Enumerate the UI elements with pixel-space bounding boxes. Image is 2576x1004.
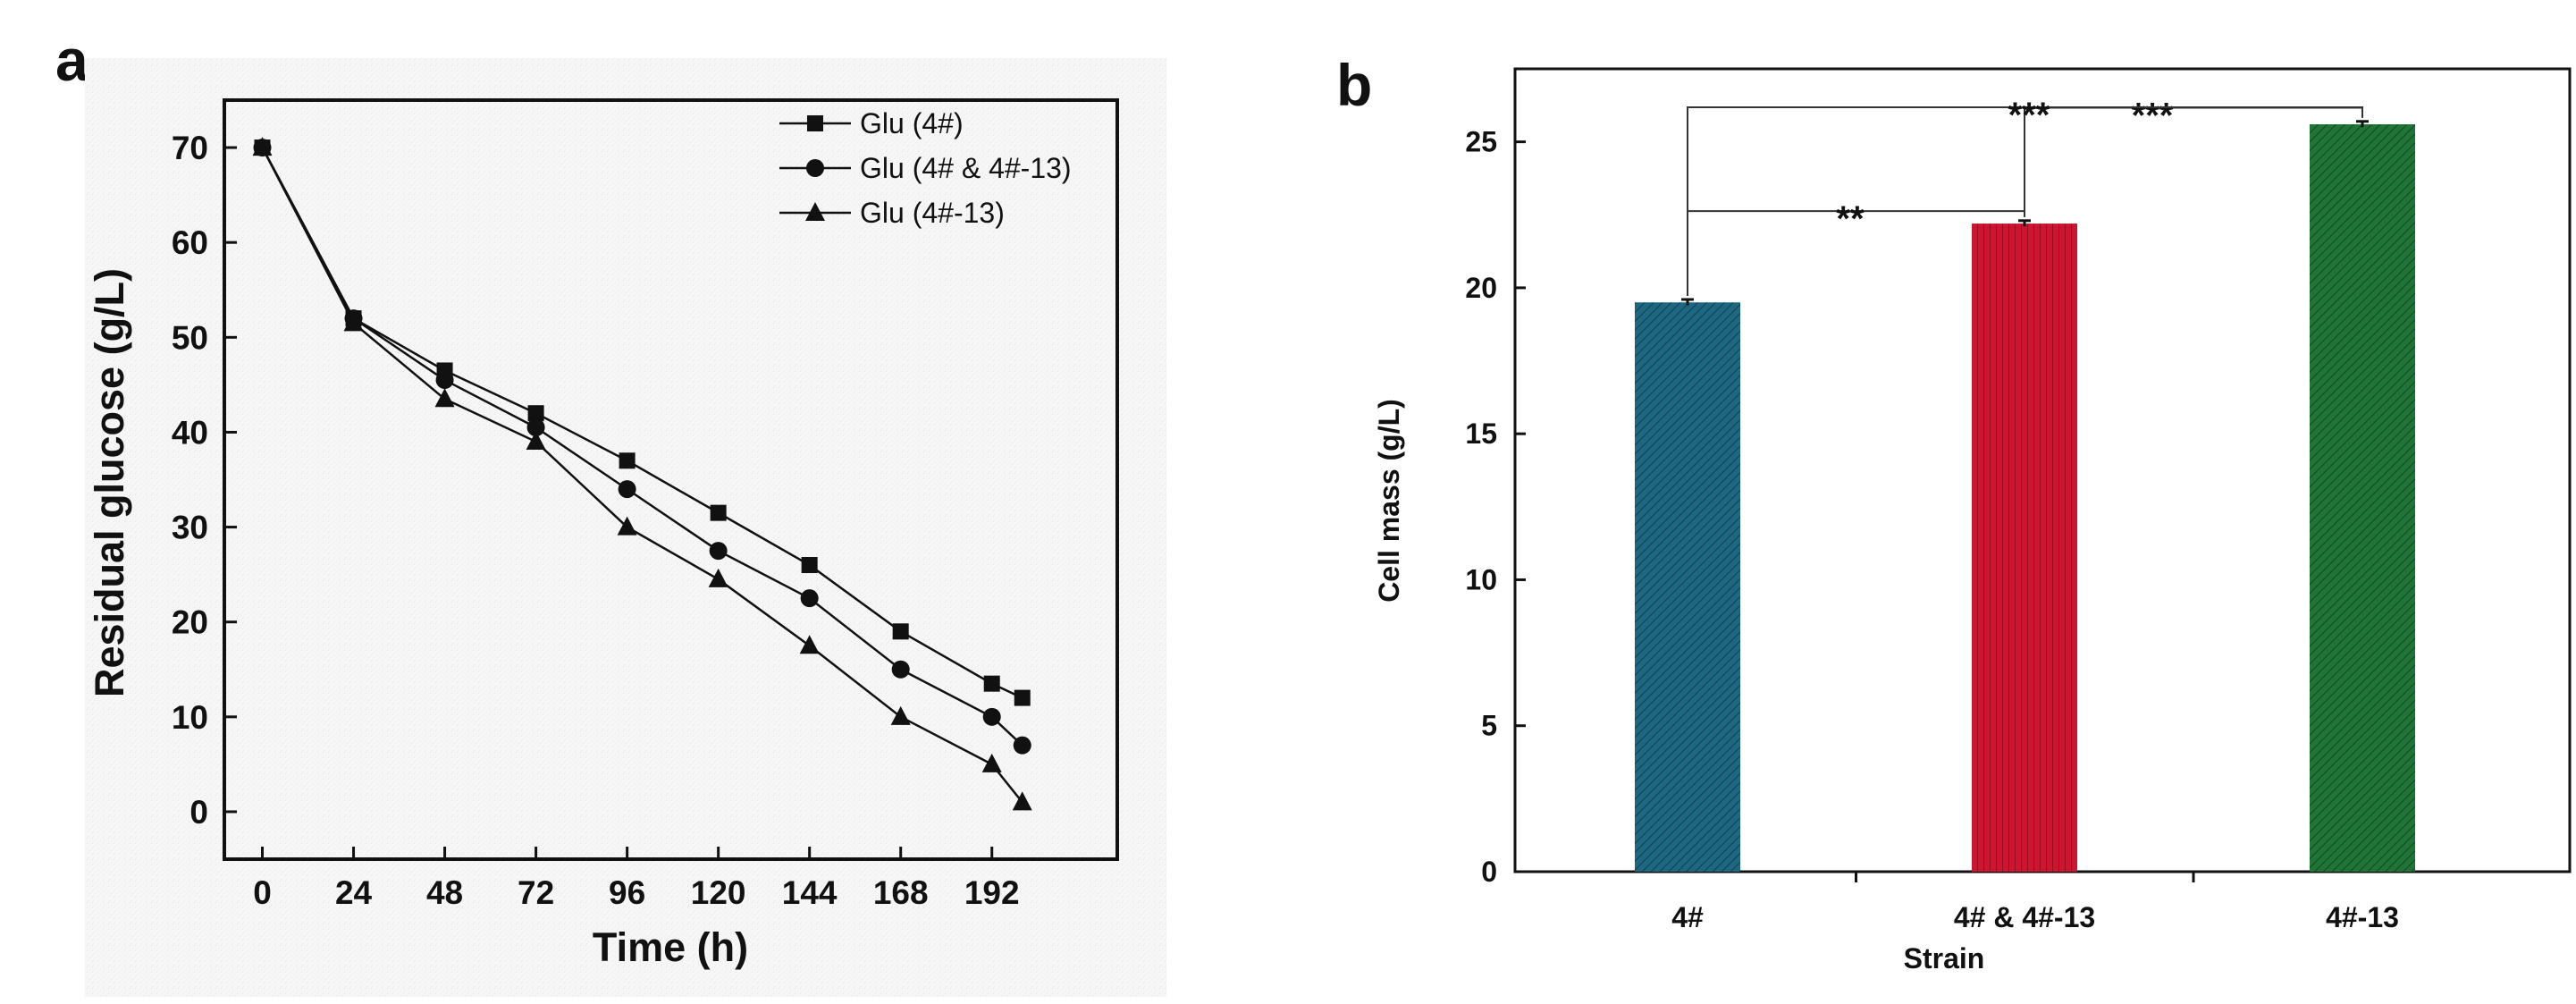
series-line (261, 147, 1023, 747)
x-tick-label: 96 (609, 874, 645, 911)
data-point (1013, 736, 1031, 755)
legend-label: Glu (4#) (860, 107, 964, 139)
bracket-line (1687, 106, 2363, 296)
data-point (1014, 689, 1031, 706)
series-glu-4-4-13 (253, 139, 1031, 755)
y-tick-label: 5 (1481, 710, 1497, 742)
x-axis-title: Strain (1904, 942, 1985, 974)
legend-label: Glu (4# & 4#-13) (860, 152, 1072, 184)
x-axis: 4# 4# & 4#-13 4#-13 (1671, 901, 2399, 933)
significance-label: ** (1836, 199, 1865, 239)
y-tick-label: 30 (172, 510, 208, 546)
y-axis: 0 10 20 30 40 50 60 70 (172, 130, 237, 831)
x-tick-label: 48 (426, 874, 463, 911)
legend-item: Glu (4# & 4#-13) (779, 152, 1072, 184)
data-point (800, 589, 819, 608)
y-tick-label: 10 (172, 699, 208, 736)
panel-label-a: a (55, 27, 89, 93)
bar-4 (1635, 302, 1740, 873)
significance-label: *** (2008, 96, 2050, 135)
x-tick-label: 120 (691, 874, 746, 911)
plot-frame (223, 98, 1119, 861)
significance-brackets: ******** (1687, 96, 2363, 296)
line-chart-residual-glucose: 0 10 20 30 40 50 60 70 0 24 48 72 96 120 144 168 192 Gl… (85, 58, 1166, 997)
x-tick-label: 4# (1671, 901, 1704, 933)
data-point (799, 635, 820, 654)
legend-item: Glu (4#) (779, 107, 964, 139)
x-tick-label: 192 (964, 874, 1020, 911)
y-tick-label: 10 (1465, 563, 1497, 595)
panel-label-b: b (1336, 52, 1372, 118)
series-line (261, 147, 1023, 699)
series-glu-4-13 (252, 137, 1032, 811)
data-point (983, 675, 1000, 692)
data-point (708, 568, 728, 587)
x-tick-label: 4# & 4#-13 (1954, 901, 2095, 933)
bar-4-13 (2310, 124, 2415, 872)
data-point (892, 623, 909, 640)
x-tick-label: 72 (518, 874, 554, 911)
legend-label: Glu (4#-13) (860, 197, 1005, 229)
data-point (801, 557, 818, 574)
series-group (252, 137, 1032, 811)
data-point (435, 371, 454, 390)
y-tick-label: 60 (172, 224, 208, 261)
legend-item: Glu (4#-13) (779, 197, 1005, 229)
x-tick-label: 168 (873, 874, 929, 911)
y-axis-title: Residual glucose (g/L) (87, 268, 132, 697)
series-line (261, 147, 1023, 804)
y-tick-label: 25 (1465, 126, 1497, 158)
data-point (343, 312, 364, 332)
y-tick-label: 70 (172, 130, 208, 166)
significance-label: *** (2132, 97, 2174, 136)
y-tick-label: 40 (172, 414, 208, 451)
data-point (618, 480, 636, 499)
data-point (252, 137, 273, 156)
x-tick-label: 4#-13 (2326, 901, 2399, 933)
data-point (891, 660, 910, 679)
data-point (617, 516, 637, 536)
y-tick-label: 50 (172, 319, 208, 356)
legend-marker (807, 115, 823, 131)
x-axis-title: Time (h) (593, 924, 748, 970)
data-point (982, 707, 1001, 726)
y-tick-label: 15 (1465, 418, 1497, 450)
x-axis: 0 24 48 72 96 120 144 168 192 (253, 847, 1020, 911)
bar-4-4-13 (1972, 224, 2077, 872)
legend: Glu (4#) Glu (4# & 4#-13) Glu (4#-13) (779, 107, 1072, 229)
x-tick-label: 0 (253, 874, 272, 911)
y-tick-label: 0 (1481, 856, 1497, 888)
bars-group (1635, 120, 2415, 873)
x-tick-label: 24 (335, 874, 373, 911)
data-point (981, 753, 1002, 772)
data-point (527, 405, 544, 422)
data-point (434, 388, 455, 408)
y-axis: 0 5 10 15 20 25 (1465, 126, 2195, 888)
y-tick-label: 0 (189, 794, 208, 831)
data-point (890, 705, 911, 725)
data-point (709, 542, 728, 561)
y-tick-label: 20 (172, 604, 208, 641)
x-tick-label: 144 (782, 874, 838, 911)
data-point (526, 418, 545, 437)
y-axis-title: Cell mass (g/L) (1373, 399, 1405, 603)
data-point (619, 452, 636, 469)
legend-marker (805, 202, 825, 221)
significance-bracket: *** (1687, 96, 2363, 296)
data-point (526, 431, 546, 451)
data-point (1012, 791, 1032, 811)
y-tick-label: 20 (1465, 272, 1497, 304)
legend-marker (806, 159, 824, 177)
data-point (710, 504, 727, 521)
